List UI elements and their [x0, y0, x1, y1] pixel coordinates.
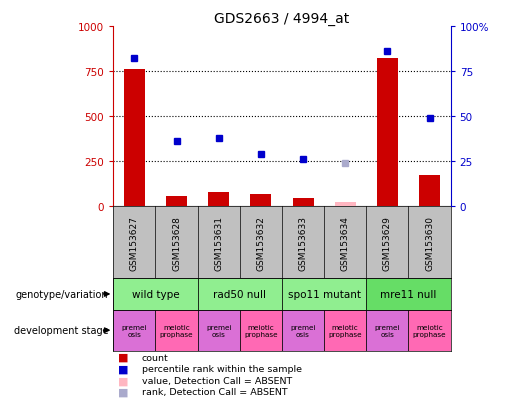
Text: ■: ■ [118, 387, 129, 397]
Bar [156, 310, 198, 351]
Bar [282, 279, 366, 310]
Text: meiotic
prophase: meiotic prophase [244, 324, 278, 337]
Text: GSM153627: GSM153627 [130, 215, 139, 270]
Bar [293, 198, 314, 206]
Text: ■: ■ [118, 364, 129, 374]
Bar [282, 310, 324, 351]
Text: wild type: wild type [132, 289, 179, 299]
Text: percentile rank within the sample: percentile rank within the sample [142, 364, 302, 373]
Text: development stage: development stage [13, 325, 108, 335]
Bar [198, 279, 282, 310]
Text: GSM153632: GSM153632 [256, 215, 265, 270]
Text: GSM153628: GSM153628 [172, 215, 181, 270]
Bar [240, 310, 282, 351]
Bar [324, 310, 366, 351]
Text: GSM153633: GSM153633 [299, 215, 307, 270]
Bar [166, 197, 187, 206]
Bar [198, 310, 240, 351]
Text: value, Detection Call = ABSENT: value, Detection Call = ABSENT [142, 376, 292, 385]
Bar [335, 203, 356, 206]
Text: rad50 null: rad50 null [213, 289, 266, 299]
Text: rank, Detection Call = ABSENT: rank, Detection Call = ABSENT [142, 387, 287, 396]
Text: meiotic
prophase: meiotic prophase [160, 324, 193, 337]
Bar [366, 279, 451, 310]
Bar [113, 279, 198, 310]
Text: premei
osis: premei osis [374, 324, 400, 337]
Text: genotype/variation: genotype/variation [15, 289, 108, 299]
Text: ■: ■ [118, 375, 129, 385]
Text: count: count [142, 353, 168, 362]
Text: premei
osis: premei osis [290, 324, 316, 337]
Text: spo11 mutant: spo11 mutant [288, 289, 360, 299]
Text: GSM153631: GSM153631 [214, 215, 223, 270]
Bar [250, 195, 271, 206]
Bar [366, 310, 408, 351]
Bar [208, 193, 229, 206]
Bar [124, 70, 145, 206]
Title: GDS2663 / 4994_at: GDS2663 / 4994_at [214, 12, 350, 26]
Text: ■: ■ [118, 352, 129, 362]
Text: mre11 null: mre11 null [380, 289, 437, 299]
Bar [113, 310, 156, 351]
Text: premei
osis: premei osis [206, 324, 231, 337]
Text: meiotic
prophase: meiotic prophase [329, 324, 362, 337]
Text: GSM153629: GSM153629 [383, 215, 392, 270]
Bar [419, 176, 440, 206]
Text: premei
osis: premei osis [122, 324, 147, 337]
Text: GSM153630: GSM153630 [425, 215, 434, 270]
Bar [377, 59, 398, 206]
Bar [408, 310, 451, 351]
Text: GSM153634: GSM153634 [341, 215, 350, 270]
Text: meiotic
prophase: meiotic prophase [413, 324, 447, 337]
